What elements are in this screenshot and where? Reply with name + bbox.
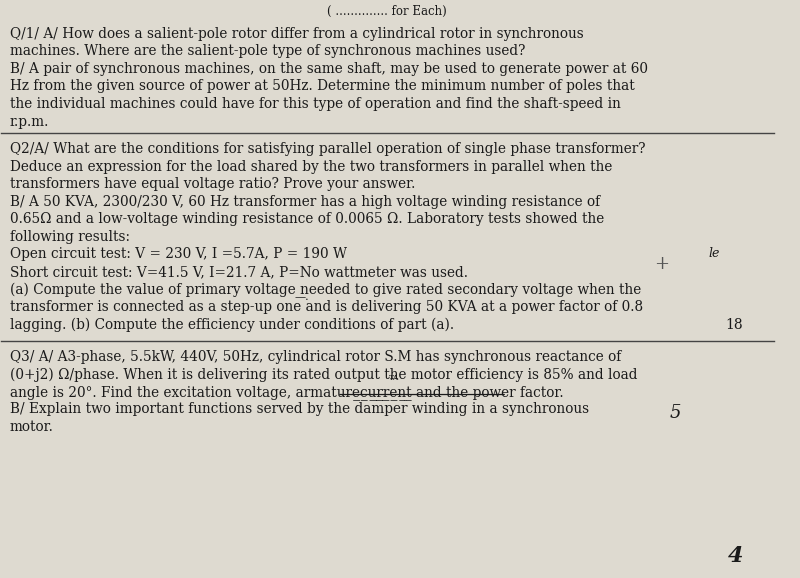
Text: —.: —. xyxy=(294,292,309,302)
Text: Hz from the given source of power at 50Hz. Determine the minimum number of poles: Hz from the given source of power at 50H… xyxy=(10,79,634,94)
Text: B/ Explain two important functions served by the damper winding in a synchronous: B/ Explain two important functions serve… xyxy=(10,402,589,416)
Text: motor.: motor. xyxy=(10,420,54,434)
Text: the individual machines could have for this type of operation and find the shaft: the individual machines could have for t… xyxy=(10,97,621,111)
Text: transformers have equal voltage ratio? Prove your answer.: transformers have equal voltage ratio? P… xyxy=(10,177,415,191)
Text: Q2/A/ What are the conditions for satisfying parallel operation of single phase : Q2/A/ What are the conditions for satisf… xyxy=(10,142,646,156)
Text: Q3/ A/ A3-phase, 5.5kW, 440V, 50Hz, cylindrical rotor S.M has synchronous reacta: Q3/ A/ A3-phase, 5.5kW, 440V, 50Hz, cyli… xyxy=(10,350,622,364)
Text: following results:: following results: xyxy=(10,230,130,244)
Text: TA: TA xyxy=(389,374,399,382)
Text: +: + xyxy=(654,255,669,273)
Text: angle is 20°. Find the excitation voltage, armature̲c̲u̲r̲r̲e̲n̲t̲ and the power: angle is 20°. Find the excitation voltag… xyxy=(10,385,563,399)
Text: Open circuit test: V = 230 V, I =5.7A, P = 190 W: Open circuit test: V = 230 V, I =5.7A, P… xyxy=(10,247,347,261)
Text: le: le xyxy=(708,247,719,261)
Text: 18: 18 xyxy=(726,318,743,332)
Text: ( .............. for Each): ( .............. for Each) xyxy=(327,5,447,18)
Text: B/ A 50 KVA, 2300/230 V, 60 Hz transformer has a high voltage winding resistance: B/ A 50 KVA, 2300/230 V, 60 Hz transform… xyxy=(10,195,600,209)
Text: Short circuit test: V=41.5 V, I=21.7 A, P=No wattmeter was used.: Short circuit test: V=41.5 V, I=21.7 A, … xyxy=(10,265,468,279)
Text: (a) Compute the value of primary voltage needed to give rated secondary voltage : (a) Compute the value of primary voltage… xyxy=(10,283,642,297)
Text: machines. Where are the salient-pole type of synchronous machines used?: machines. Where are the salient-pole typ… xyxy=(10,45,526,58)
Text: 0.65Ω and a low-voltage winding resistance of 0.0065 Ω. Laboratory tests showed : 0.65Ω and a low-voltage winding resistan… xyxy=(10,212,604,227)
Text: r.p.m.: r.p.m. xyxy=(10,114,50,128)
Text: lagging. (b) Compute the efficiency under conditions of part (a).: lagging. (b) Compute the efficiency unde… xyxy=(10,318,454,332)
Text: 5: 5 xyxy=(670,404,681,422)
Text: Deduce an expression for the load shared by the two transformers in parallel whe: Deduce an expression for the load shared… xyxy=(10,160,612,173)
Text: transformer is connected as a step-up one and is delivering 50 KVA at a power fa: transformer is connected as a step-up on… xyxy=(10,300,643,314)
Text: 4: 4 xyxy=(727,545,743,567)
Text: (0+j2) Ω/phase. When it is delivering its rated output the motor efficiency is 8: (0+j2) Ω/phase. When it is delivering it… xyxy=(10,367,638,381)
Text: B/ A pair of synchronous machines, on the same shaft, may be used to generate po: B/ A pair of synchronous machines, on th… xyxy=(10,62,648,76)
Text: Q/1/ A/ How does a salient-pole rotor differ from a cylindrical rotor in synchro: Q/1/ A/ How does a salient-pole rotor di… xyxy=(10,27,584,40)
